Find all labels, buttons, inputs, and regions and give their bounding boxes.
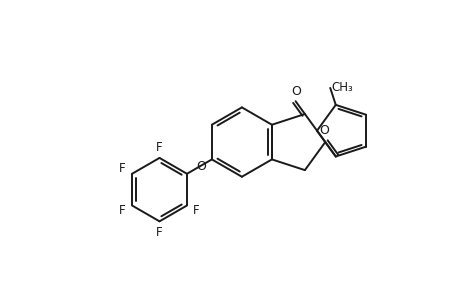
Text: CH₃: CH₃ (330, 81, 352, 94)
Text: O: O (196, 160, 205, 173)
Text: O: O (291, 85, 301, 98)
Text: F: F (156, 226, 162, 239)
Text: F: F (156, 140, 162, 154)
Text: F: F (119, 204, 126, 218)
Text: F: F (193, 204, 199, 218)
Text: F: F (119, 162, 126, 175)
Text: O: O (318, 124, 328, 137)
